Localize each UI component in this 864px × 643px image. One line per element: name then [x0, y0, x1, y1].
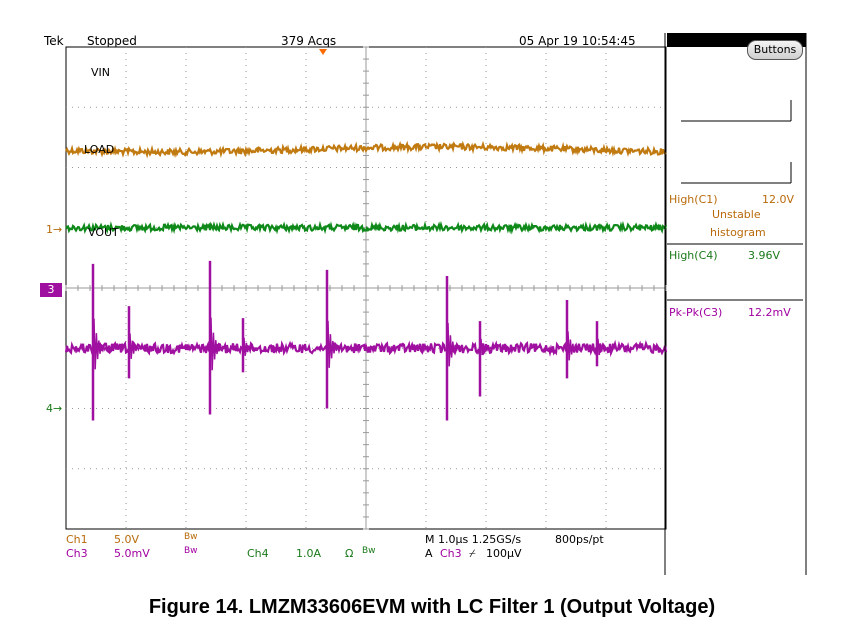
figure-caption: Figure 14. LMZM33606EVM with LC Filter 1… [148, 596, 716, 618]
meas-high-c1-note-2: histogram [710, 226, 766, 239]
vout-ringing [243, 337, 258, 356]
status-resolution: 800ps/pt [555, 533, 604, 546]
status-ch3-bw: Bw [184, 546, 198, 556]
vout-label: VOUT [88, 226, 119, 239]
waveform-traces [64, 140, 668, 421]
load-trace [65, 220, 668, 235]
meas-high-c1-label: High(C1) [669, 193, 718, 206]
meas-high-c1-note-1: Unstable [712, 208, 761, 221]
meas-pkpk-c3-value: 12.2mV [748, 306, 791, 319]
vin-trace [65, 140, 667, 159]
status-ch4: Ch4 [247, 547, 269, 560]
meas-high-c4-label: High(C4) [669, 249, 718, 262]
scope-display [64, 33, 807, 575]
status-ch3: Ch3 [66, 547, 88, 560]
meas-high-c4-value: 3.96V [748, 249, 781, 262]
meas-high-c1-value: 12.0V [762, 193, 795, 206]
vout-ringing [210, 317, 225, 371]
ch3-ground-marker[interactable]: 3 [40, 283, 62, 297]
vout-ringing [567, 331, 582, 361]
trigger-slope-icon: ⌿ [469, 547, 476, 560]
status-trigger-level: 100µV [486, 547, 522, 560]
acquisition-count: 379 Acqs [281, 34, 337, 48]
status-ch4-scale: 1.0A [296, 547, 322, 560]
ch1-ground-marker[interactable]: 1→ [46, 223, 62, 236]
datetime-label: 05 Apr 19 10:54:45 [519, 34, 636, 48]
vout-ringing [447, 322, 462, 367]
meas-pkpk-c3-label: Pk-Pk(C3) [669, 306, 723, 319]
status-ch1-bw: Bw [184, 532, 198, 542]
status-ch1: Ch1 [66, 533, 88, 546]
status-timebase: M 1.0µs 1.25GS/s [425, 533, 522, 546]
vout-ringing [129, 333, 144, 359]
ch4-ground-marker[interactable]: 4→ [46, 402, 62, 415]
arrow-right-icon: → [53, 402, 63, 415]
vin-label: VIN [91, 66, 110, 79]
buttons-button[interactable]: Buttons [747, 40, 803, 60]
ch3-marker-number: 3 [47, 283, 55, 296]
vout-ringing [480, 338, 495, 356]
vout-ringing [597, 338, 612, 356]
status-ch4-ohm: Ω [345, 547, 354, 560]
status-ch4-bw: Bw [362, 546, 376, 556]
ch1-marker-number: 1 [46, 223, 53, 236]
vout-ringing [327, 320, 342, 368]
status-trigger-a: A [425, 547, 433, 560]
arrow-right-icon: → [53, 223, 63, 236]
status-ch1-scale: 5.0V [114, 533, 140, 546]
acquisition-state: Stopped [87, 34, 137, 48]
status-trigger-source: Ch3 [440, 547, 462, 560]
vout-ringing [93, 318, 108, 370]
trigger-position-marker [319, 49, 327, 55]
brand-label: Tek [44, 34, 64, 48]
ch4-marker-number: 4 [46, 402, 53, 415]
load-label: LOAD [84, 143, 115, 156]
status-ch3-scale: 5.0mV [114, 547, 150, 560]
